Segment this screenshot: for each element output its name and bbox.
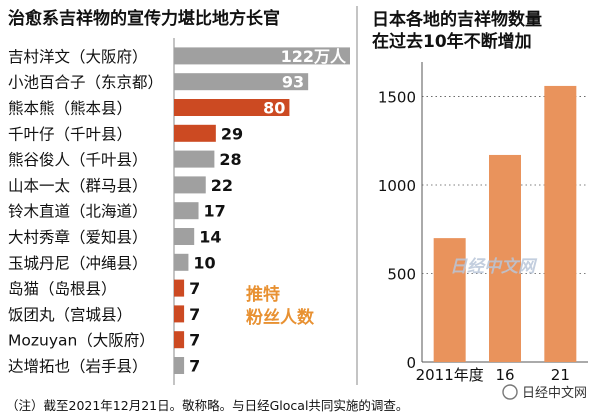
bar bbox=[174, 150, 215, 168]
value-label: 7 bbox=[189, 305, 200, 324]
x-tick-label: 16 bbox=[495, 366, 514, 384]
right-chart-plot: 0 500 1000 1500 2011年度 16 21 bbox=[378, 62, 588, 384]
bar bbox=[174, 228, 195, 245]
follower-count-annotation: 推特粉丝人数 bbox=[246, 284, 315, 328]
category-label: 饭团丸（宫城县） bbox=[8, 306, 132, 324]
category-label: 山本一太（群马县） bbox=[8, 177, 148, 195]
bar bbox=[489, 154, 521, 362]
wechat-logo-icon bbox=[502, 384, 518, 400]
bar bbox=[174, 202, 199, 220]
category-label: 熊谷俊人（千叶县） bbox=[8, 151, 148, 169]
bar bbox=[174, 331, 185, 349]
bar bbox=[174, 176, 206, 194]
y-tick-label: 500 bbox=[387, 266, 416, 284]
bar bbox=[174, 357, 185, 374]
category-label: 吉村洋文（大阪府） bbox=[8, 48, 148, 66]
bar bbox=[544, 85, 577, 362]
y-tick-label: 0 bbox=[406, 354, 416, 372]
bar bbox=[174, 253, 189, 271]
value-label: 28 bbox=[219, 150, 241, 169]
bar bbox=[174, 279, 185, 297]
category-label: 千叶仔（千叶县） bbox=[8, 125, 132, 143]
bar bbox=[174, 73, 309, 91]
category-label: 小池百合子（东京都） bbox=[8, 74, 163, 92]
value-label: 7 bbox=[189, 331, 200, 350]
value-label: 7 bbox=[189, 279, 200, 298]
value-label: 17 bbox=[204, 202, 226, 221]
y-tick-label: 1000 bbox=[378, 177, 416, 195]
bar bbox=[174, 99, 290, 116]
category-label: 达增拓也（岩手县） bbox=[8, 358, 148, 376]
credit: 日经中文网 bbox=[502, 384, 587, 401]
category-label: 铃木直道（北海道） bbox=[8, 203, 148, 221]
value-label: 22 bbox=[211, 176, 233, 195]
x-tick-label: 21 bbox=[551, 366, 570, 384]
bar bbox=[174, 47, 350, 65]
value-label: 29 bbox=[221, 124, 243, 143]
value-label: 7 bbox=[189, 357, 200, 376]
right-chart-title: 日本各地的吉祥物数量在过去10年不断增加 bbox=[372, 9, 542, 52]
footnote: （注）截至2021年12月21日。敬称略。与日经Glocal共同实施的调查。 bbox=[6, 398, 408, 413]
value-label: 93 bbox=[282, 73, 304, 92]
category-label: 岛猫（岛根县） bbox=[8, 280, 117, 298]
bar bbox=[433, 238, 466, 362]
y-tick-label: 1500 bbox=[378, 89, 416, 107]
left-chart-title: 治愈系吉祥物的宣传力堪比地方长官 bbox=[8, 8, 280, 29]
value-label: 122万人 bbox=[281, 47, 347, 66]
category-label: 玉城丹尼（冲绳县） bbox=[8, 254, 148, 272]
category-label: 大村秀章（爱知县） bbox=[8, 229, 148, 247]
bar bbox=[174, 124, 216, 142]
bar bbox=[174, 305, 185, 323]
value-label: 80 bbox=[263, 99, 285, 118]
source-watermark: 日经中文网 bbox=[450, 257, 538, 277]
category-label: Mozuyan（大阪府） bbox=[8, 332, 155, 350]
value-label: 14 bbox=[199, 228, 221, 247]
credit-text: 日经中文网 bbox=[522, 386, 587, 401]
x-tick-label: 2011年度 bbox=[416, 366, 484, 384]
category-label: 熊本熊（熊本县） bbox=[8, 100, 132, 118]
value-label: 10 bbox=[193, 253, 215, 272]
